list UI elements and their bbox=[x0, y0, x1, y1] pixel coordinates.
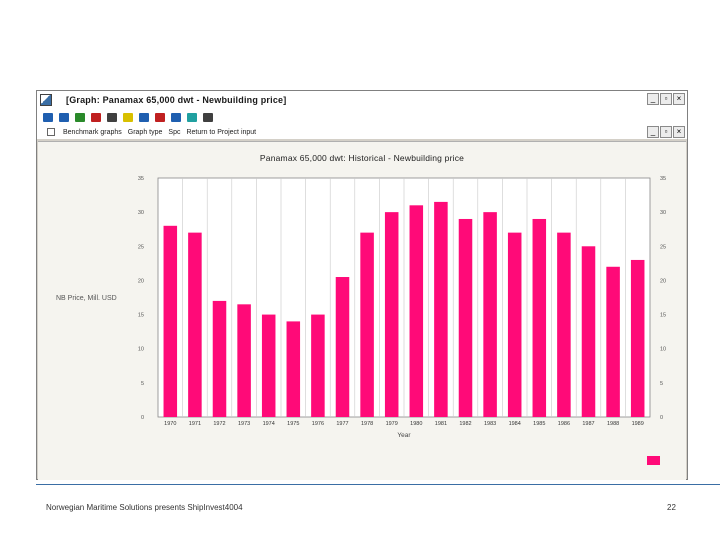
bar bbox=[483, 212, 497, 417]
bar bbox=[163, 225, 178, 417]
y-tick-label-left: 5 bbox=[141, 381, 144, 387]
benchmark-icon bbox=[47, 128, 55, 136]
y-tick-label-right: 0 bbox=[660, 415, 663, 421]
bar bbox=[360, 232, 374, 417]
bar bbox=[261, 314, 276, 417]
window-controls: _ ▫ × bbox=[647, 93, 685, 105]
footer-divider bbox=[36, 484, 720, 485]
x-tick-label: 1980 bbox=[410, 421, 422, 427]
chart-icon[interactable] bbox=[123, 112, 133, 122]
bar-icon[interactable] bbox=[171, 112, 181, 122]
x-tick-label: 1975 bbox=[287, 421, 299, 427]
x-tick-label: 1986 bbox=[558, 421, 570, 427]
bar bbox=[458, 218, 473, 417]
inner-minimize-button[interactable]: _ bbox=[647, 126, 659, 138]
bar bbox=[532, 218, 547, 417]
bar bbox=[581, 246, 596, 417]
y-tick-label-left: 20 bbox=[138, 278, 144, 284]
y-tick-label-right: 25 bbox=[660, 244, 666, 250]
y-tick-label-right: 5 bbox=[660, 381, 663, 387]
chart-panel: Panamax 65,000 dwt: Historical - Newbuil… bbox=[38, 141, 686, 480]
x-tick-label: 1987 bbox=[582, 421, 594, 427]
x-tick-label: 1981 bbox=[435, 421, 447, 427]
x-tick-label: 1979 bbox=[386, 421, 398, 427]
bar bbox=[188, 232, 202, 417]
y-axis-title: NB Price, Mill. USD bbox=[56, 295, 117, 302]
x-tick-label: 1984 bbox=[509, 421, 521, 427]
copy-icon[interactable] bbox=[75, 112, 85, 122]
y-tick-label-left: 0 bbox=[141, 415, 144, 421]
bar bbox=[630, 259, 645, 417]
y-tick-label-right: 15 bbox=[660, 313, 666, 319]
inner-window-controls: _ ▫ × bbox=[647, 126, 685, 138]
x-tick-label: 1988 bbox=[607, 421, 619, 427]
footer-text: Norwegian Maritime Solutions presents Sh… bbox=[46, 503, 243, 512]
chart-title: Panamax 65,000 dwt: Historical - Newbuil… bbox=[259, 153, 465, 163]
x-tick-label: 1989 bbox=[632, 421, 644, 427]
y-tick-label-right: 10 bbox=[660, 347, 666, 353]
x-tick-label: 1970 bbox=[164, 421, 176, 427]
print-icon[interactable] bbox=[107, 112, 117, 122]
menu-bar: Benchmark graphs Graph type Spc Return t… bbox=[37, 125, 687, 139]
x-tick-label: 1972 bbox=[213, 421, 225, 427]
bar bbox=[409, 205, 424, 417]
x-tick-label: 1983 bbox=[484, 421, 496, 427]
check-icon[interactable] bbox=[203, 112, 213, 122]
menu-spc[interactable]: Spc bbox=[168, 128, 181, 136]
toolbar bbox=[37, 109, 687, 126]
title-bar: [Graph: Panamax 65,000 dwt - Newbuilding… bbox=[37, 91, 687, 110]
line-icon[interactable] bbox=[139, 112, 149, 122]
cut-icon[interactable] bbox=[91, 112, 101, 122]
y-tick-label-left: 30 bbox=[138, 210, 144, 216]
grid-icon[interactable] bbox=[187, 112, 197, 122]
x-tick-label: 1976 bbox=[312, 421, 324, 427]
x-tick-label: 1971 bbox=[189, 421, 201, 427]
x-tick-label: 1977 bbox=[336, 421, 348, 427]
bar bbox=[311, 314, 325, 417]
bar bbox=[606, 266, 620, 417]
inner-maximize-button[interactable]: ▫ bbox=[660, 126, 672, 138]
y-tick-label-left: 15 bbox=[138, 313, 144, 319]
bar bbox=[237, 304, 251, 417]
y-tick-label-right: 35 bbox=[660, 176, 666, 182]
window-title: [Graph: Panamax 65,000 dwt - Newbuilding… bbox=[66, 95, 287, 105]
inner-close-button[interactable]: × bbox=[673, 126, 685, 138]
x-tick-label: 1978 bbox=[361, 421, 373, 427]
menu-graph-type[interactable]: Graph type bbox=[127, 128, 163, 136]
y-tick-label-right: 30 bbox=[660, 210, 666, 216]
graph-window: [Graph: Panamax 65,000 dwt - Newbuilding… bbox=[36, 90, 688, 480]
bar bbox=[557, 232, 571, 417]
bar-chart: 0 0 5 5 10 10 15 15 20 20 25 25 30 30 35 35 1970 1971 1972… bbox=[56, 176, 666, 439]
y-tick-label-right: 20 bbox=[660, 278, 666, 284]
bar bbox=[212, 300, 227, 417]
y-tick-label-left: 25 bbox=[138, 244, 144, 250]
maximize-button[interactable]: ▫ bbox=[660, 93, 672, 105]
close-button[interactable]: × bbox=[673, 93, 685, 105]
bar bbox=[507, 232, 522, 417]
x-axis-title: Year bbox=[397, 432, 411, 439]
area-icon[interactable] bbox=[155, 112, 165, 122]
page-number: 22 bbox=[667, 503, 676, 512]
bar bbox=[286, 321, 301, 417]
app-icon[interactable] bbox=[40, 94, 52, 106]
zoom-icon[interactable] bbox=[59, 112, 69, 122]
x-tick-label: 1973 bbox=[238, 421, 250, 427]
menu-benchmark-graphs[interactable]: Benchmark graphs bbox=[63, 128, 122, 136]
x-tick-label: 1974 bbox=[263, 421, 275, 427]
bar bbox=[434, 201, 448, 417]
x-tick-label: 1985 bbox=[533, 421, 545, 427]
bar bbox=[384, 212, 399, 417]
y-tick-label-left: 10 bbox=[138, 347, 144, 353]
y-tick-label-left: 35 bbox=[138, 176, 144, 182]
legend-swatch bbox=[647, 456, 660, 465]
select-icon[interactable] bbox=[43, 112, 53, 122]
minimize-button[interactable]: _ bbox=[647, 93, 659, 105]
x-tick-label: 1982 bbox=[459, 421, 471, 427]
bar bbox=[335, 277, 350, 417]
menu-return-to-project-input[interactable]: Return to Project input bbox=[186, 128, 257, 136]
